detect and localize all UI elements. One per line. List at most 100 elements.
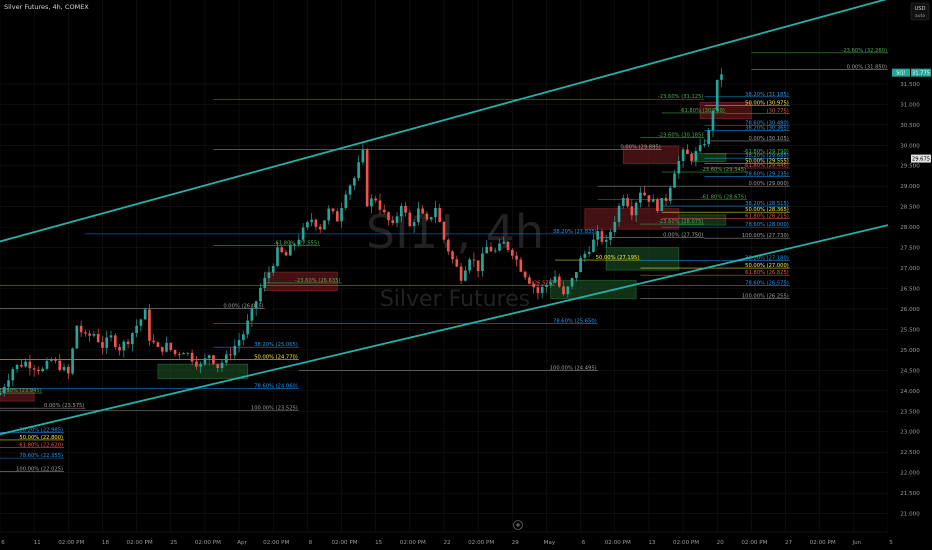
candle — [399, 203, 403, 223]
fib-level-label: 38.20% (27.835) — [553, 229, 597, 235]
candle — [182, 351, 185, 355]
y-tick-label: 23.500 — [900, 409, 920, 415]
candle — [651, 194, 655, 202]
candle — [118, 344, 121, 356]
candle — [20, 359, 23, 368]
candle — [323, 220, 326, 230]
candle — [237, 332, 241, 353]
currency-button[interactable]: USD auto — [910, 2, 930, 21]
candle — [570, 277, 574, 290]
fib-level-label: -23.60% (23.945) — [0, 388, 42, 394]
cursor-price-badge — [911, 154, 931, 163]
fib-level-label: 50.00% (22.800) — [19, 435, 63, 441]
candle — [79, 320, 83, 338]
fib-level-label: 38.20% (28.515) — [745, 201, 789, 207]
x-tick-label: 15 — [375, 540, 383, 546]
candle — [451, 249, 454, 264]
candle — [348, 183, 352, 200]
candle — [0, 388, 2, 396]
candle — [259, 283, 262, 305]
candle — [498, 239, 501, 252]
candle — [165, 336, 168, 353]
candle — [690, 151, 693, 165]
watermark: SI1!, 4h Silver Futures — [366, 205, 544, 312]
candle — [417, 201, 420, 226]
fib-level-label: -23.60% (30.185) — [658, 133, 704, 139]
candle — [575, 272, 578, 282]
x-tick-label: 27 — [785, 540, 793, 546]
candle — [592, 233, 595, 253]
y-tick-label: 29.000 — [900, 184, 920, 190]
candle — [553, 270, 557, 284]
candles — [0, 68, 723, 397]
time-axis[interactable]: 6 11 02:00 PM 18 02:00 PM 25 02:00 PM Apr 02:00 … — [0, 531, 932, 550]
candle — [660, 197, 664, 212]
candle — [84, 329, 87, 337]
candle — [276, 242, 279, 268]
y-tick-label: 22.000 — [900, 471, 920, 477]
bullish-zone — [678, 214, 727, 226]
candle — [604, 234, 608, 249]
fib-level-label: 78.60% (30.480) — [745, 121, 789, 127]
x-tick-label: 25 — [170, 540, 178, 546]
x-tick-label: Jun — [851, 540, 861, 546]
fib-level-label: 0.00% (29.000) — [748, 181, 788, 187]
candle — [583, 250, 587, 262]
candle — [314, 218, 318, 231]
fib-level-label: 0.00% (27.750) — [663, 232, 703, 238]
x-tick-label: May — [544, 540, 556, 546]
channel-upper-line[interactable] — [0, 0, 888, 243]
price-axis-bg — [888, 0, 932, 550]
fib-level-label: 100.00% (23.525) — [251, 405, 298, 411]
x-tick-label: 02:00 PM — [58, 540, 84, 546]
fib-level-label: (30.775) — [767, 109, 789, 115]
fib-level-label: -23.60% (28.075) — [658, 219, 704, 225]
candle — [224, 350, 228, 366]
bearish-zone — [0, 388, 35, 402]
fib-level-label: -61.80% (28.675) — [701, 195, 747, 201]
fib-level-label: -23.60% (31.125) — [658, 94, 704, 100]
candle — [242, 330, 245, 346]
candle — [562, 281, 565, 296]
price-axis[interactable]: 21.000 21.500 22.000 22.500 23.000 23.500 24.0… — [888, 0, 932, 550]
fib-level-label: 0.00% (31.850) — [847, 65, 887, 71]
candle — [357, 155, 360, 181]
candle — [186, 352, 190, 357]
candle — [720, 68, 723, 88]
settings-button[interactable] — [513, 520, 523, 530]
y-tick-label: 24.500 — [900, 368, 920, 374]
candle — [203, 353, 207, 367]
candle — [28, 354, 32, 376]
candle — [62, 363, 66, 372]
y-tick-label: 27.000 — [900, 266, 920, 272]
symbol-badge — [892, 68, 910, 77]
x-tick-label: 18 — [102, 540, 110, 546]
candle — [2, 383, 6, 397]
candle — [233, 339, 237, 361]
channel-lower-line[interactable] — [0, 224, 889, 436]
fib-level-label: 100.00% (24.495) — [550, 366, 597, 372]
x-tick-label: 8 — [309, 540, 313, 546]
candle — [600, 228, 604, 245]
candle — [596, 225, 600, 247]
candle — [246, 313, 249, 339]
y-tick-label: 28.000 — [900, 225, 920, 231]
candle — [327, 205, 331, 225]
x-tick-label: 02:00 PM — [400, 540, 426, 546]
candle — [382, 204, 386, 215]
fib-level-label: 100.00% (22.025) — [16, 467, 63, 473]
candle — [280, 246, 284, 254]
candle — [344, 190, 348, 211]
fib-level-label: 50.00% (30.975) — [745, 100, 789, 106]
y-tick-label: 30.500 — [900, 123, 920, 129]
candle — [212, 354, 215, 366]
fib-level-label: 78.60% (28.000) — [745, 222, 789, 228]
candle — [263, 272, 267, 292]
x-tick-label: 20 — [717, 540, 725, 546]
candle — [156, 341, 160, 348]
candle — [429, 216, 433, 223]
x-tick-label: 6 — [1, 540, 5, 546]
gear-icon — [516, 523, 520, 527]
